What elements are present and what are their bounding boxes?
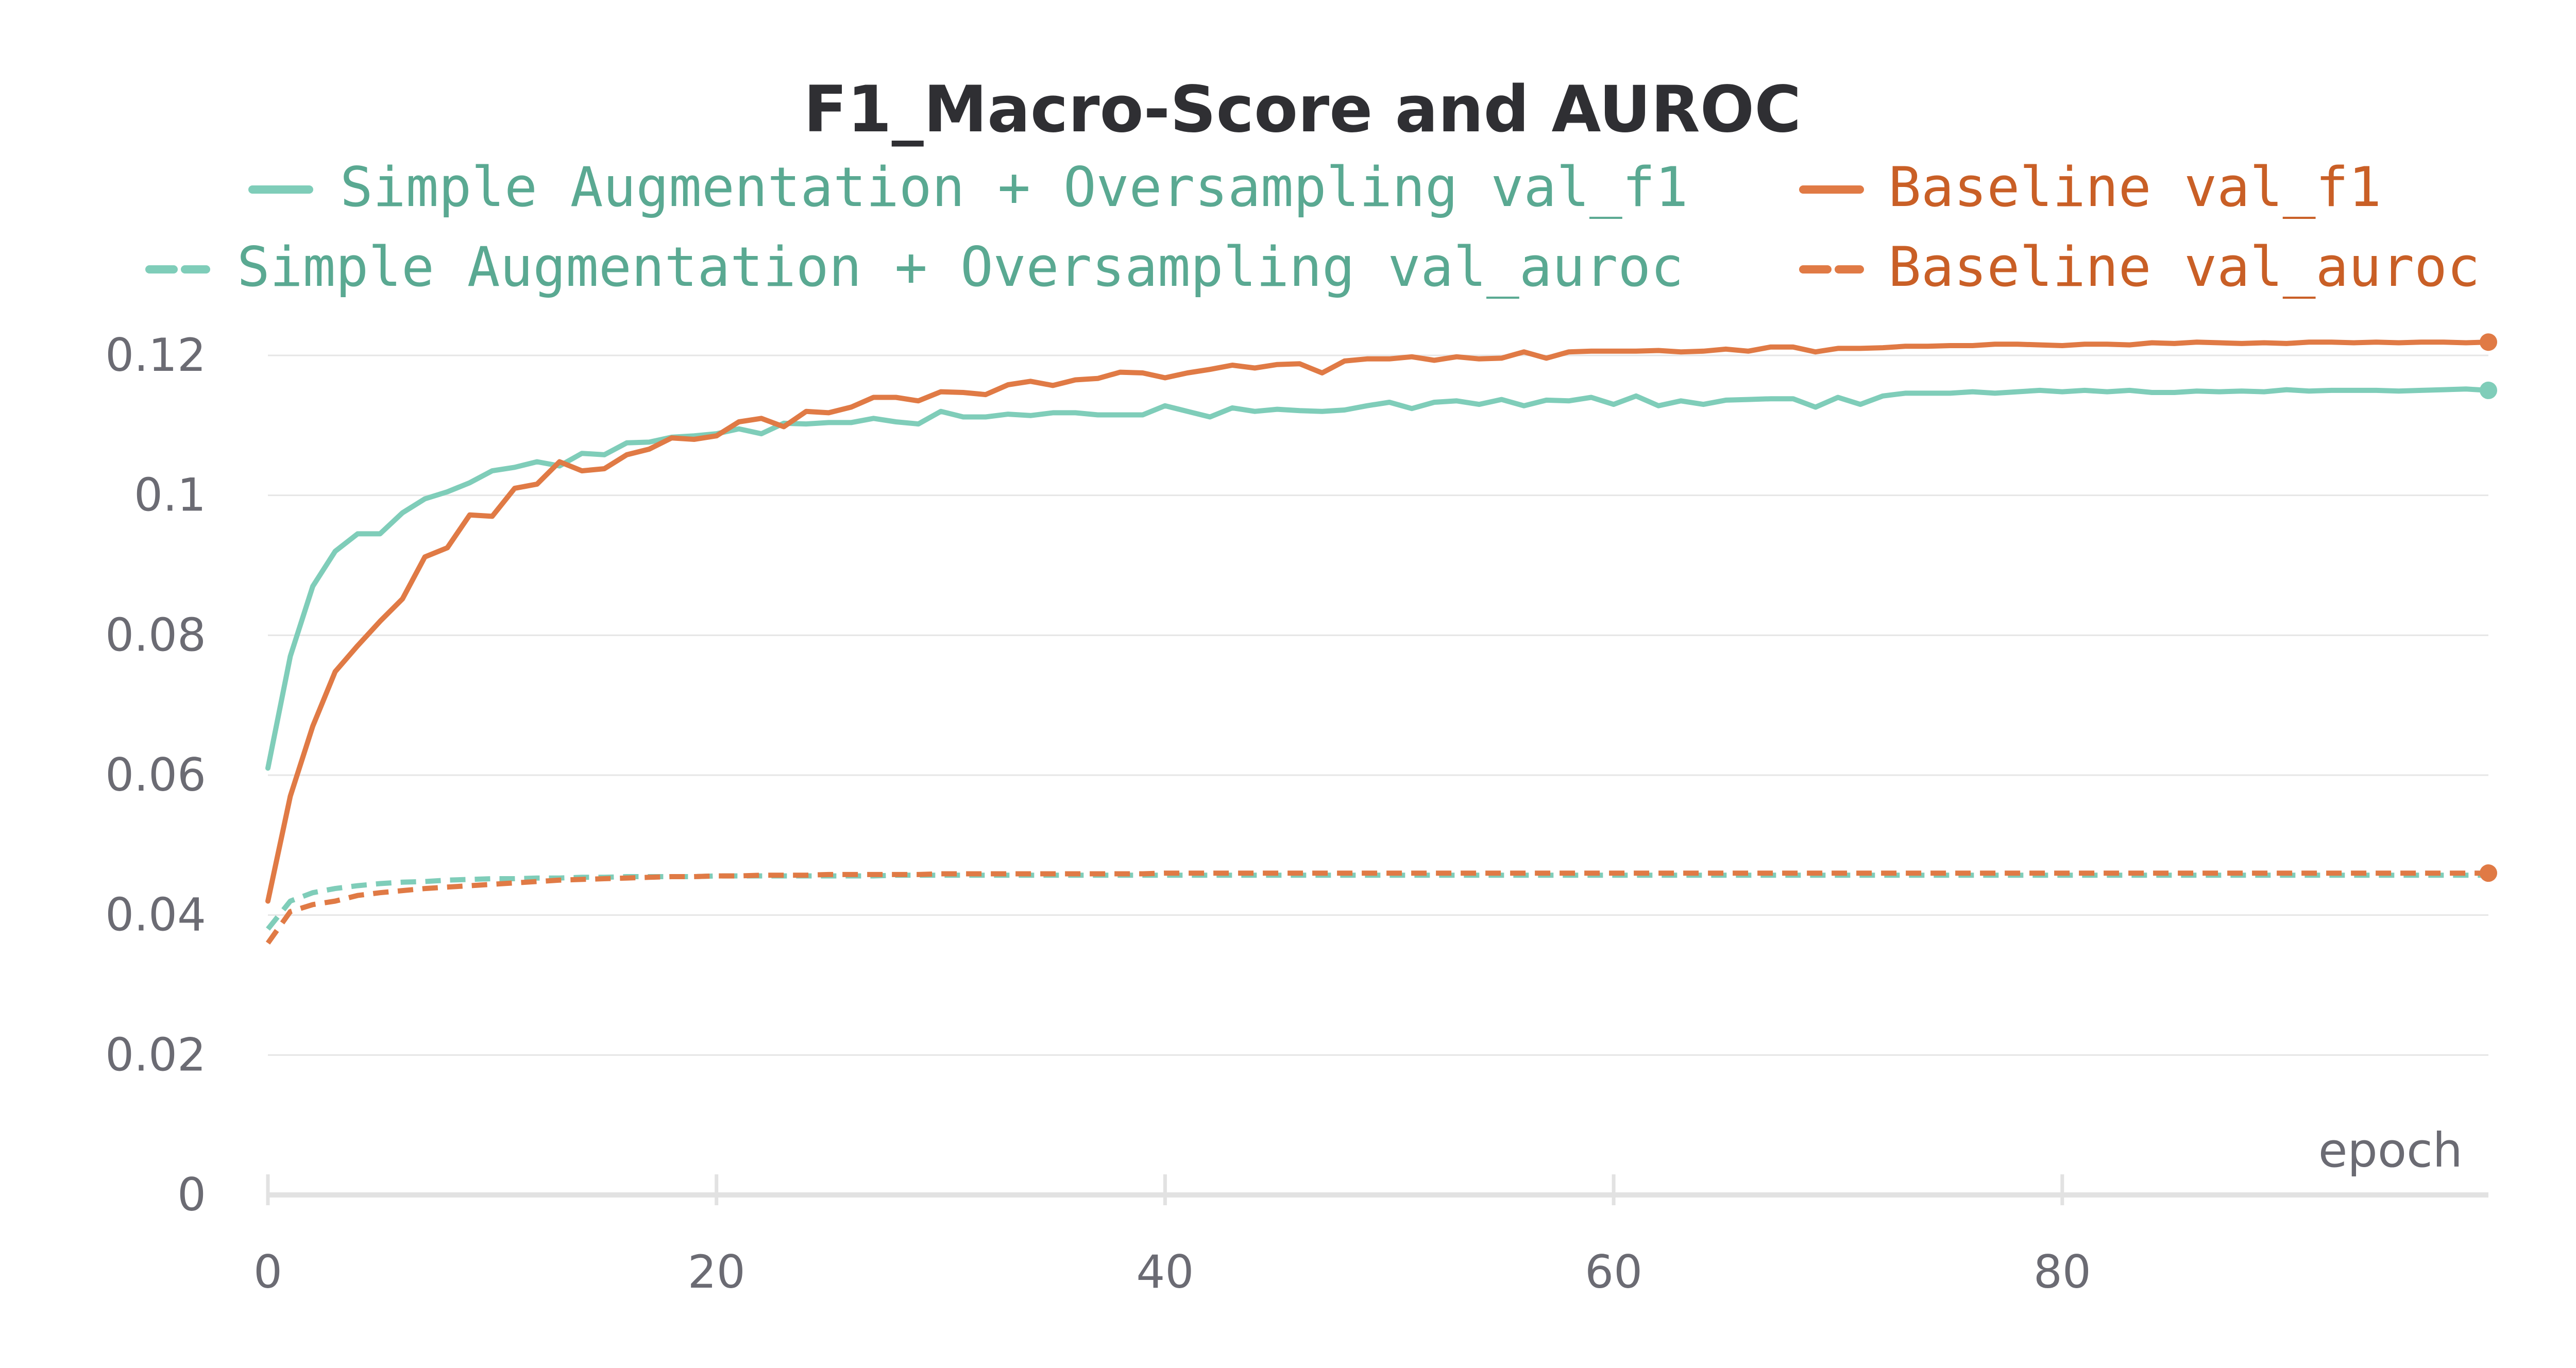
series-end-marker-1 — [2480, 333, 2497, 351]
x-tick-label: 40 — [1136, 1245, 1194, 1298]
legend-label: Baseline val_f1 — [1888, 156, 2381, 219]
x-tick-label: 60 — [1585, 1245, 1642, 1298]
y-tick-label: 0.06 — [105, 748, 206, 801]
series-end-marker-3 — [2480, 864, 2497, 882]
series-line-0 — [265, 386, 2491, 771]
series-line-3 — [265, 870, 2488, 945]
x-axis: 0 20 40 60 80 — [253, 1174, 2488, 1298]
legend-label: Simple Augmentation + Oversampling val_a… — [237, 235, 1684, 299]
legend: Simple Augmentation + Oversampling val_f… — [145, 156, 2480, 299]
x-tick-label: 0 — [253, 1245, 282, 1298]
series-line-1 — [265, 339, 2491, 904]
legend-label: Simple Augmentation + Oversampling val_f… — [340, 156, 1688, 219]
legend-item: Baseline val_f1 — [1799, 156, 2381, 219]
y-tick-label: 0.1 — [134, 469, 206, 522]
x-tick-label: 20 — [688, 1245, 745, 1298]
series-group — [265, 333, 2497, 945]
legend-item: Simple Augmentation + Oversampling val_f… — [248, 156, 1688, 219]
legend-item: Baseline val_auroc — [1799, 235, 2480, 299]
legend-item: Simple Augmentation + Oversampling val_a… — [145, 235, 1684, 299]
y-tick-label: 0.02 — [105, 1028, 206, 1081]
y-tick-label: 0 — [177, 1168, 206, 1221]
chart-title: F1_Macro-Score and AUROC — [804, 73, 1801, 147]
y-axis: 0 0.02 0.04 0.06 0.08 0.1 0.12 — [105, 329, 206, 1221]
series-line-2 — [266, 873, 2488, 931]
y-tick-label: 0.04 — [105, 888, 206, 942]
y-tick-label: 0.12 — [105, 329, 206, 382]
y-tick-label: 0.08 — [105, 608, 206, 661]
x-tick-label: 80 — [2033, 1245, 2091, 1298]
grid-lines — [268, 354, 2488, 1056]
series-end-marker-0 — [2480, 381, 2497, 399]
x-axis-label: epoch — [2318, 1123, 2463, 1178]
legend-label: Baseline val_auroc — [1888, 235, 2480, 299]
